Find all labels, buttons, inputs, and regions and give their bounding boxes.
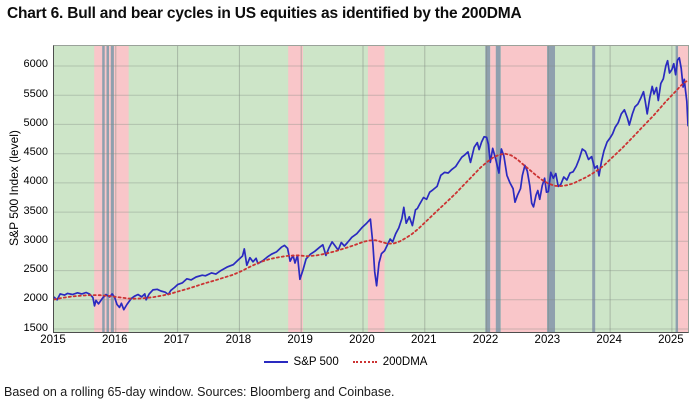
x-tick-label: 2018	[225, 334, 252, 346]
legend: S&P 500 200DMA	[0, 356, 691, 368]
bull-regime-band	[555, 46, 593, 332]
x-tick-label: 2017	[163, 334, 190, 346]
bear-regime-band	[288, 46, 303, 332]
bear-regime-band	[367, 46, 385, 332]
neutral-regime-band	[110, 46, 114, 332]
x-tick-label: 2020	[349, 334, 375, 346]
y-tick-label: 2500	[23, 263, 48, 276]
neutral-regime-band	[592, 46, 596, 332]
bear-regime-band	[678, 46, 688, 332]
bull-regime-band	[303, 46, 368, 332]
x-tick-label: 2021	[410, 334, 437, 346]
source-footnote: Based on a rolling 65-day window. Source…	[4, 385, 395, 399]
plot-area	[53, 45, 689, 333]
x-tick-label: 2023	[534, 334, 561, 346]
neutral-regime-band	[102, 46, 105, 332]
y-tick-label: 2000	[23, 292, 48, 305]
neutral-regime-band	[675, 46, 679, 332]
y-tick-label: 3000	[23, 233, 48, 246]
y-tick-label: 1500	[23, 321, 48, 334]
y-tick-label: 4500	[23, 146, 48, 159]
bear-regime-band	[490, 46, 496, 332]
neutral-regime-band	[485, 46, 491, 332]
x-tick-label: 2025	[658, 334, 684, 346]
x-tick-label: 2016	[101, 334, 128, 346]
dma-line-swatch-icon	[352, 361, 377, 363]
bull-regime-band	[128, 46, 289, 332]
neutral-regime-band	[495, 46, 501, 332]
legend-item-sp500: S&P 500	[263, 356, 339, 368]
y-tick-label: 4000	[23, 175, 48, 188]
chart-title: Chart 6. Bull and bear cycles in US equi…	[7, 5, 522, 22]
neutral-regime-band	[547, 46, 556, 332]
legend-label-200dma: 200DMA	[382, 356, 428, 368]
y-tick-label: 5000	[23, 116, 48, 129]
x-tick-label: 2015	[40, 334, 66, 346]
x-tick-label: 2019	[287, 334, 313, 346]
y-tick-label: 5500	[23, 87, 48, 100]
y-tick-label: 3500	[23, 204, 48, 217]
y-tick-label: 6000	[23, 58, 48, 71]
chart-canvas	[54, 46, 688, 332]
bull-regime-band	[54, 46, 95, 332]
dma-line	[54, 79, 688, 301]
neutral-regime-band	[106, 46, 109, 332]
bull-regime-band	[595, 46, 676, 332]
sp500-line-swatch-icon	[263, 361, 288, 363]
x-tick-label: 2024	[596, 334, 622, 346]
bear-regime-band	[500, 46, 548, 332]
x-tick-label: 2022	[472, 334, 499, 346]
legend-item-200dma: 200DMA	[352, 356, 428, 368]
legend-label-sp500: S&P 500	[293, 356, 339, 368]
